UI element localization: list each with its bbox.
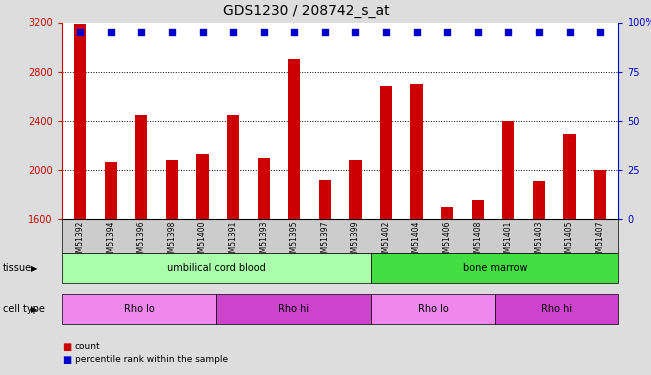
Point [381, 29, 391, 35]
Text: ■: ■ [62, 355, 71, 365]
Text: tissue: tissue [3, 263, 33, 273]
Bar [502, 121, 514, 375]
Text: cell type: cell type [3, 304, 45, 314]
Text: percentile rank within the sample: percentile rank within the sample [75, 356, 228, 364]
Bar [288, 59, 300, 375]
Point [197, 29, 208, 35]
Text: Rho lo: Rho lo [124, 304, 154, 314]
Point [258, 29, 269, 35]
Point [534, 29, 544, 35]
Point [136, 29, 146, 35]
Point [564, 29, 575, 35]
Bar [563, 135, 575, 375]
Text: umbilical cord blood: umbilical cord blood [167, 263, 266, 273]
Point [105, 29, 116, 35]
Bar [319, 180, 331, 375]
Bar [380, 87, 392, 375]
Point [595, 29, 605, 35]
Point [411, 29, 422, 35]
Text: ■: ■ [62, 342, 71, 352]
Point [75, 29, 85, 35]
Bar [350, 160, 361, 375]
Bar [135, 115, 148, 375]
Bar [533, 181, 545, 375]
Bar [411, 84, 422, 375]
Text: ▶: ▶ [31, 264, 38, 273]
Text: Rho lo: Rho lo [417, 304, 449, 314]
Point [320, 29, 330, 35]
Bar [258, 158, 270, 375]
Point [167, 29, 177, 35]
Point [289, 29, 299, 35]
Bar [197, 154, 208, 375]
Text: GDS1230 / 208742_s_at: GDS1230 / 208742_s_at [223, 4, 390, 18]
Bar [227, 115, 239, 375]
Text: bone marrow: bone marrow [462, 263, 527, 273]
Point [442, 29, 452, 35]
Bar [594, 170, 606, 375]
Bar [74, 24, 87, 375]
Point [503, 29, 514, 35]
Point [350, 29, 361, 35]
Bar [472, 200, 484, 375]
Text: count: count [75, 342, 100, 351]
Point [473, 29, 483, 35]
Bar [441, 207, 453, 375]
Point [228, 29, 238, 35]
Text: Rho hi: Rho hi [541, 304, 572, 314]
Bar [166, 160, 178, 375]
Text: Rho hi: Rho hi [278, 304, 309, 314]
Text: ▶: ▶ [31, 305, 38, 314]
Bar [105, 162, 117, 375]
